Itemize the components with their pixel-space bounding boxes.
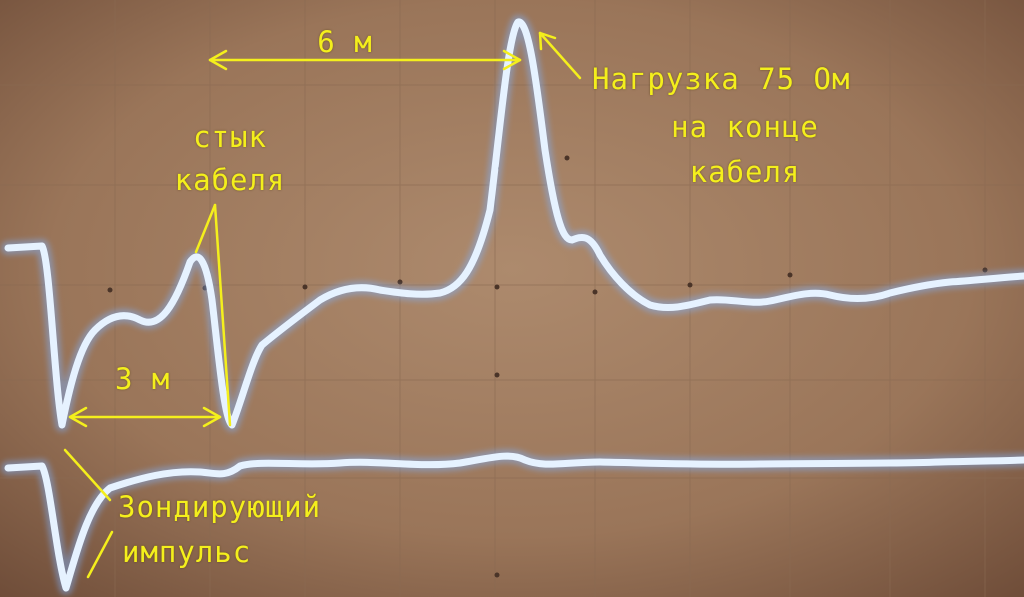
arrow-6m <box>208 49 522 71</box>
joint-label-line2: кабеля <box>174 163 286 197</box>
joint-label-line1: стык <box>193 120 267 154</box>
load-label-line1: Нагрузка 75 Ом <box>592 62 851 96</box>
arrow-probe <box>63 448 114 579</box>
load-label-line3: кабеля <box>689 155 801 189</box>
annotation-arrows <box>63 31 582 579</box>
probe-label-line1: Зондирующий <box>118 490 322 524</box>
distance-6m-label: 6 м <box>317 25 373 59</box>
distance-3m-label: 3 м <box>115 362 171 396</box>
reflectogram-trace <box>1 15 1024 432</box>
arrow-joint <box>194 203 232 427</box>
arrow-load <box>538 31 582 80</box>
baseline-trace <box>1 449 1024 595</box>
arrow-3m <box>68 406 222 428</box>
probe-label-line2: импульс <box>122 535 252 569</box>
load-label-line2: на конце <box>671 110 819 144</box>
